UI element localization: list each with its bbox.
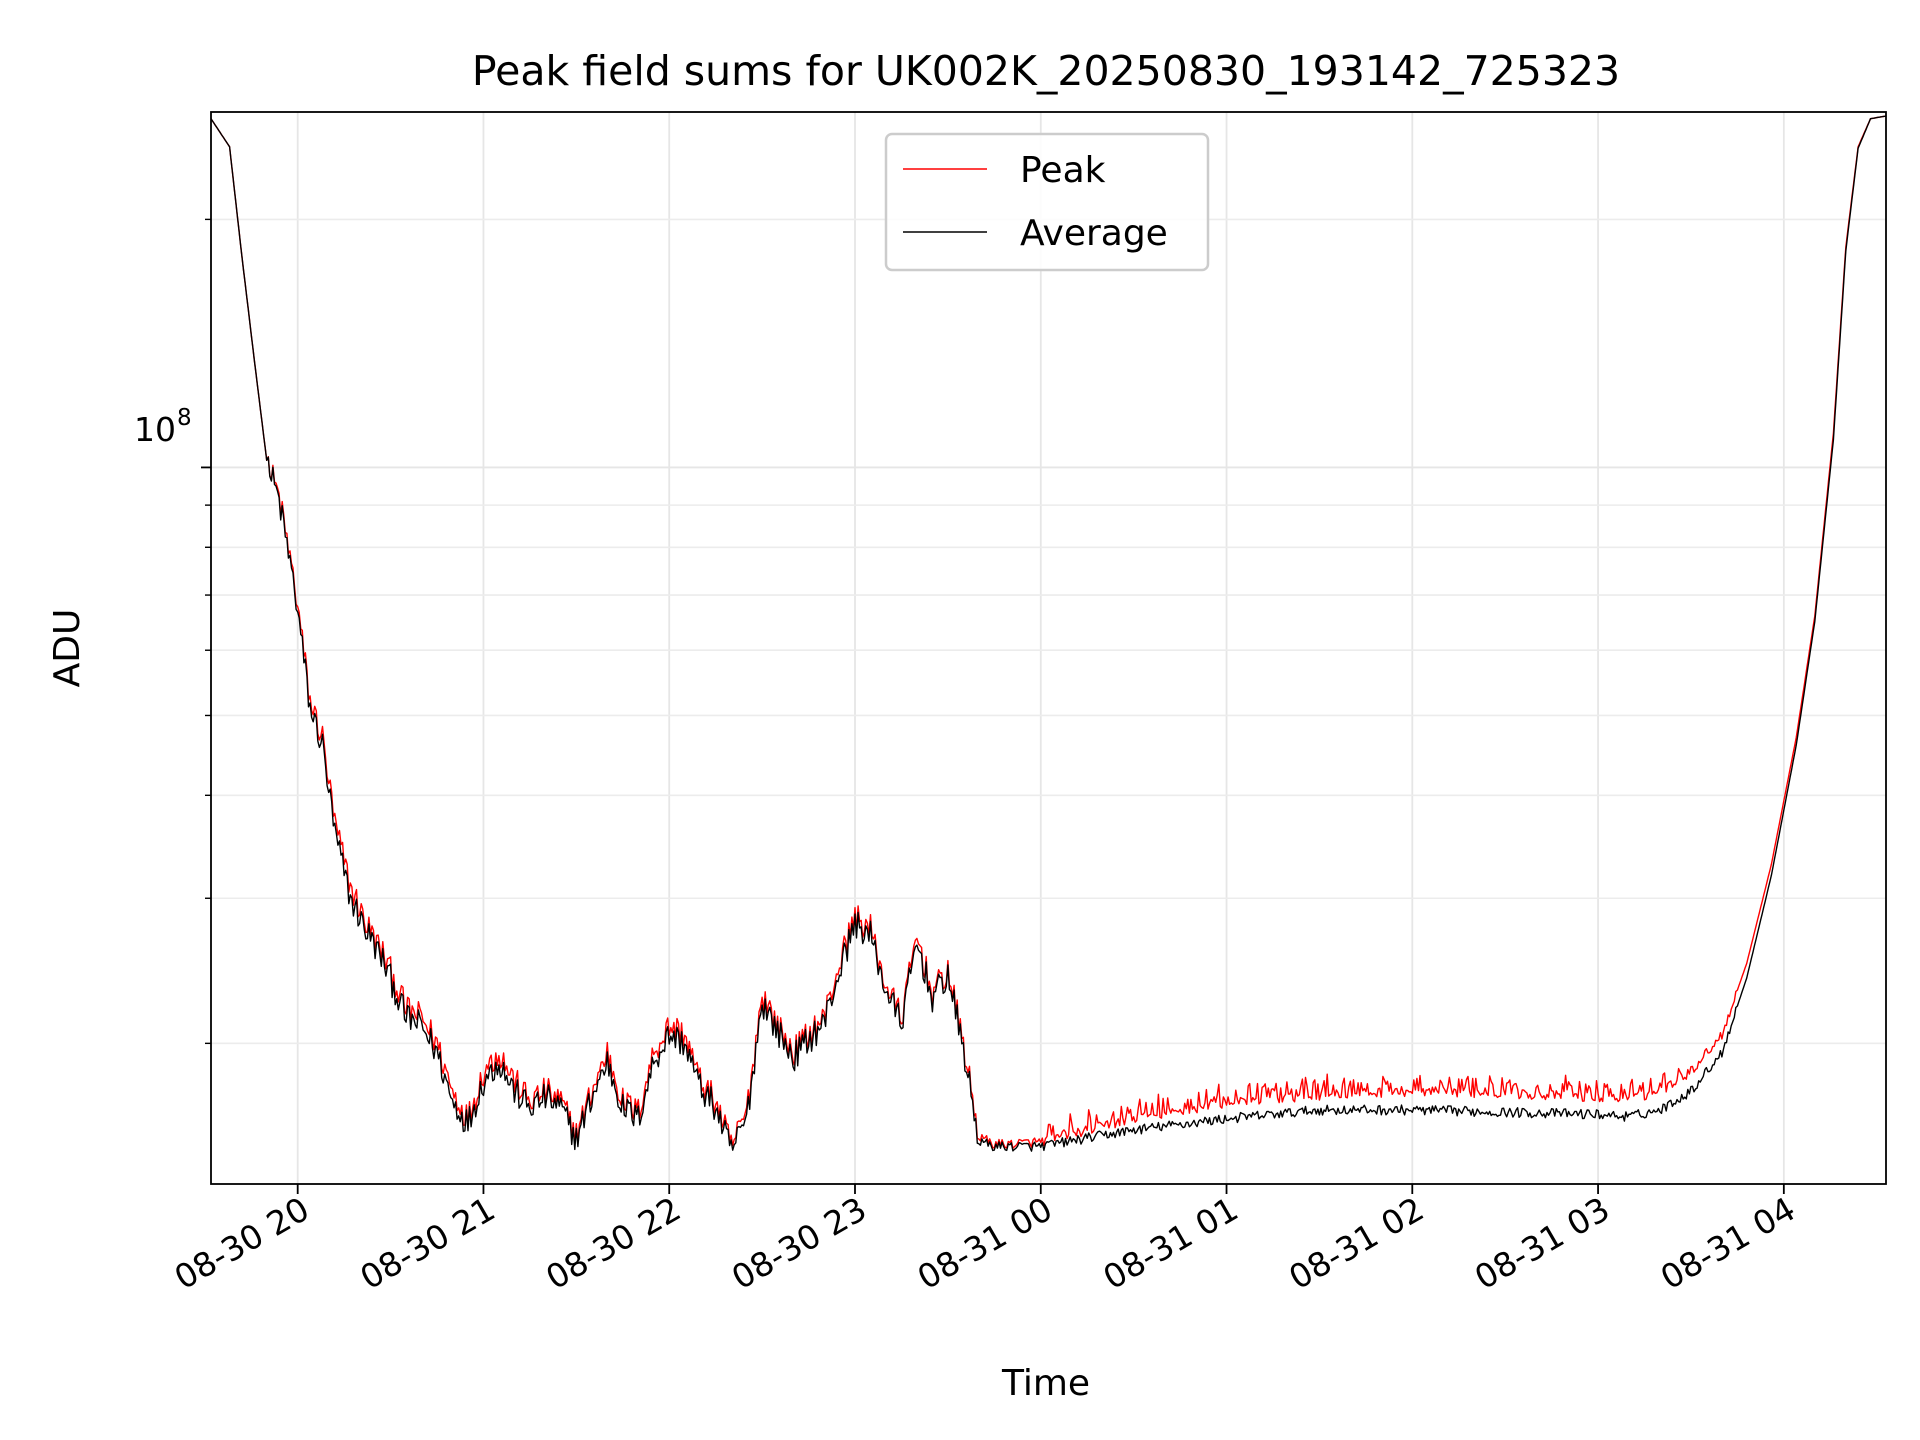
y-tick-label-exponent: 8 — [177, 405, 192, 431]
legend-box — [884, 132, 1210, 272]
plot-frame — [210, 111, 1887, 1185]
y-tick-label-base: 10 — [134, 410, 176, 449]
legend-label-average: Average — [1020, 213, 1168, 254]
grid — [211, 112, 1886, 1184]
y-major-tick-label: 10 8 — [134, 405, 192, 449]
series-layer — [210, 115, 1887, 1152]
series-line-average — [210, 115, 1887, 1152]
y-axis-label: ADU — [47, 609, 88, 688]
series-line-peak — [210, 115, 1887, 1149]
legend: Peak Average — [884, 132, 1210, 272]
x-axis-label: Time — [1001, 1363, 1090, 1404]
chart-title: Peak field sums for UK002K_20250830_1931… — [472, 47, 1620, 95]
legend-label-peak: Peak — [1020, 150, 1106, 191]
